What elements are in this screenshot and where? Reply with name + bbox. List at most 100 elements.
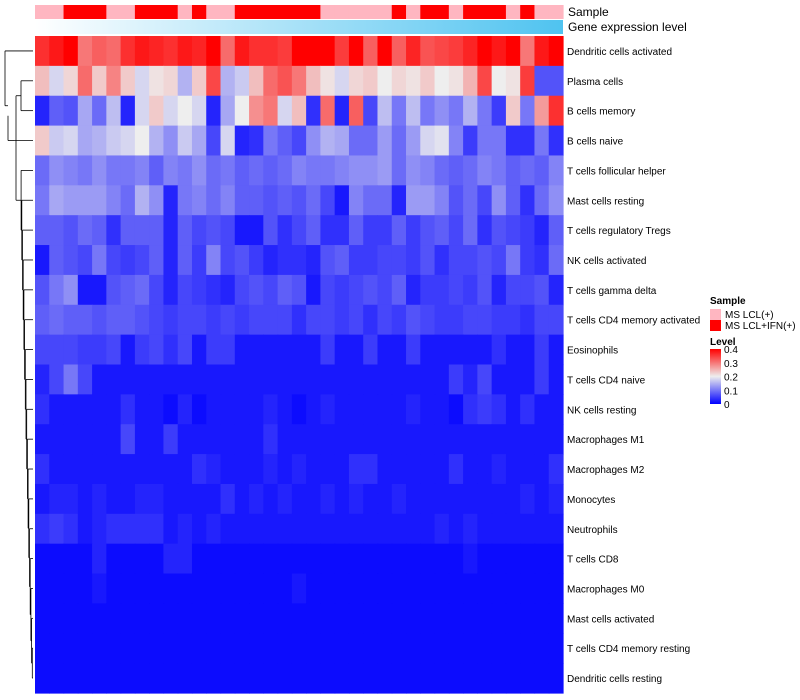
heatmap-cell: [134, 215, 150, 246]
heatmap-cell: [320, 454, 336, 485]
heatmap-cell: [263, 424, 279, 455]
heatmap-cell: [35, 424, 50, 455]
heatmap-cell: [35, 633, 50, 664]
heatmap-cell: [477, 125, 493, 157]
heatmap-cell: [491, 543, 507, 575]
heatmap-cell: [463, 125, 478, 157]
heatmap-cell: [49, 155, 65, 186]
heatmap-cell: [35, 454, 50, 485]
heatmap-cell: [163, 65, 179, 97]
heatmap-cell: [320, 304, 336, 336]
heatmap-cell: [191, 125, 207, 157]
expression-annotation-bar: [35, 20, 563, 34]
heatmap-cell: [77, 334, 93, 366]
heatmap-cell: [306, 36, 322, 67]
heatmap-cell: [77, 215, 93, 246]
heatmap-cell: [520, 573, 536, 605]
heatmap-cell: [220, 36, 236, 67]
heatmap-cell: [505, 36, 521, 67]
heatmap-cell: [505, 125, 521, 157]
heatmap-cell: [391, 483, 407, 515]
heatmap-cell: [477, 394, 493, 425]
heatmap-cell: [448, 185, 464, 216]
heatmap-cell: [277, 513, 293, 545]
heatmap-cell: [191, 95, 207, 127]
heatmap-cell: [49, 543, 65, 575]
heatmap-cell: [448, 215, 464, 246]
heatmap-cell: [206, 304, 222, 336]
heatmap-cell: [120, 603, 136, 634]
heatmap-cell: [134, 513, 150, 545]
heatmap-cell: [406, 573, 421, 605]
heatmap-cell: [363, 513, 379, 545]
heatmap-cell: [263, 364, 279, 395]
heatmap-cell: [163, 36, 179, 67]
heatmap-cell: [206, 543, 222, 575]
heatmap-cell: [206, 364, 222, 395]
heatmap-cell: [391, 603, 407, 634]
heatmap-cell: [77, 95, 93, 127]
row-label: Eosinophils: [567, 346, 618, 357]
heatmap-cell: [548, 633, 564, 664]
heatmap-cell: [520, 633, 536, 664]
heatmap-cell: [163, 304, 179, 336]
heatmap-cell: [491, 424, 507, 455]
heatmap-cell: [434, 424, 450, 455]
heatmap-cell: [163, 483, 179, 515]
heatmap-cell: [348, 394, 364, 425]
heatmap-cell: [320, 65, 336, 97]
legend-entry-lcl: MS LCL(+): [725, 310, 774, 321]
heatmap-cell: [120, 334, 136, 366]
heatmap-cell: [249, 394, 264, 425]
heatmap-cell: [491, 483, 507, 515]
heatmap-cell: [206, 215, 222, 246]
heatmap-cell: [49, 65, 65, 97]
heatmap-cell: [106, 95, 122, 127]
heatmap-cell: [163, 394, 179, 425]
heatmap-cell: [377, 95, 393, 127]
heatmap-cell: [163, 245, 179, 276]
sample-cell: [234, 5, 250, 19]
heatmap-cell: [191, 663, 207, 694]
heatmap-cell: [149, 483, 165, 515]
heatmap-cell: [306, 65, 322, 97]
heatmap-cell: [391, 95, 407, 127]
heatmap-cell: [149, 65, 165, 97]
heatmap-cell: [220, 304, 236, 336]
heatmap-cell: [534, 95, 550, 127]
heatmap-cell: [420, 155, 436, 186]
heatmap-cell: [35, 155, 50, 186]
heatmap-cell: [420, 95, 436, 127]
heatmap-cell: [306, 454, 322, 485]
heatmap-cell: [177, 513, 193, 545]
heatmap-cell: [477, 95, 493, 127]
heatmap-cell: [406, 274, 421, 306]
legend-sample-title: Sample: [710, 296, 746, 307]
heatmap-cell: [177, 364, 193, 395]
heatmap-cell: [291, 185, 307, 216]
heatmap-cell: [534, 334, 550, 366]
heatmap-cell: [363, 245, 379, 276]
heatmap-cell: [477, 245, 493, 276]
heatmap-cell: [35, 274, 50, 306]
heatmap-cell: [320, 573, 336, 605]
heatmap-cell: [35, 125, 50, 157]
heatmap-cell: [49, 36, 65, 67]
heatmap-cell: [77, 424, 93, 455]
heatmap-cell: [377, 513, 393, 545]
heatmap-cell: [134, 633, 150, 664]
heatmap-cell: [391, 364, 407, 395]
heatmap-cell: [206, 155, 222, 186]
heatmap-cell: [391, 36, 407, 67]
heatmap-cell: [377, 36, 393, 67]
heatmap-cell: [63, 95, 79, 127]
sample-cell: [377, 5, 393, 19]
heatmap-cell: [420, 334, 436, 366]
heatmap-cell: [463, 185, 478, 216]
heatmap-cell: [92, 36, 107, 67]
heatmap-cell: [177, 125, 193, 157]
heatmap-cell: [420, 513, 436, 545]
heatmap-cell: [534, 454, 550, 485]
heatmap-cell: [263, 185, 279, 216]
heatmap-cell: [348, 334, 364, 366]
